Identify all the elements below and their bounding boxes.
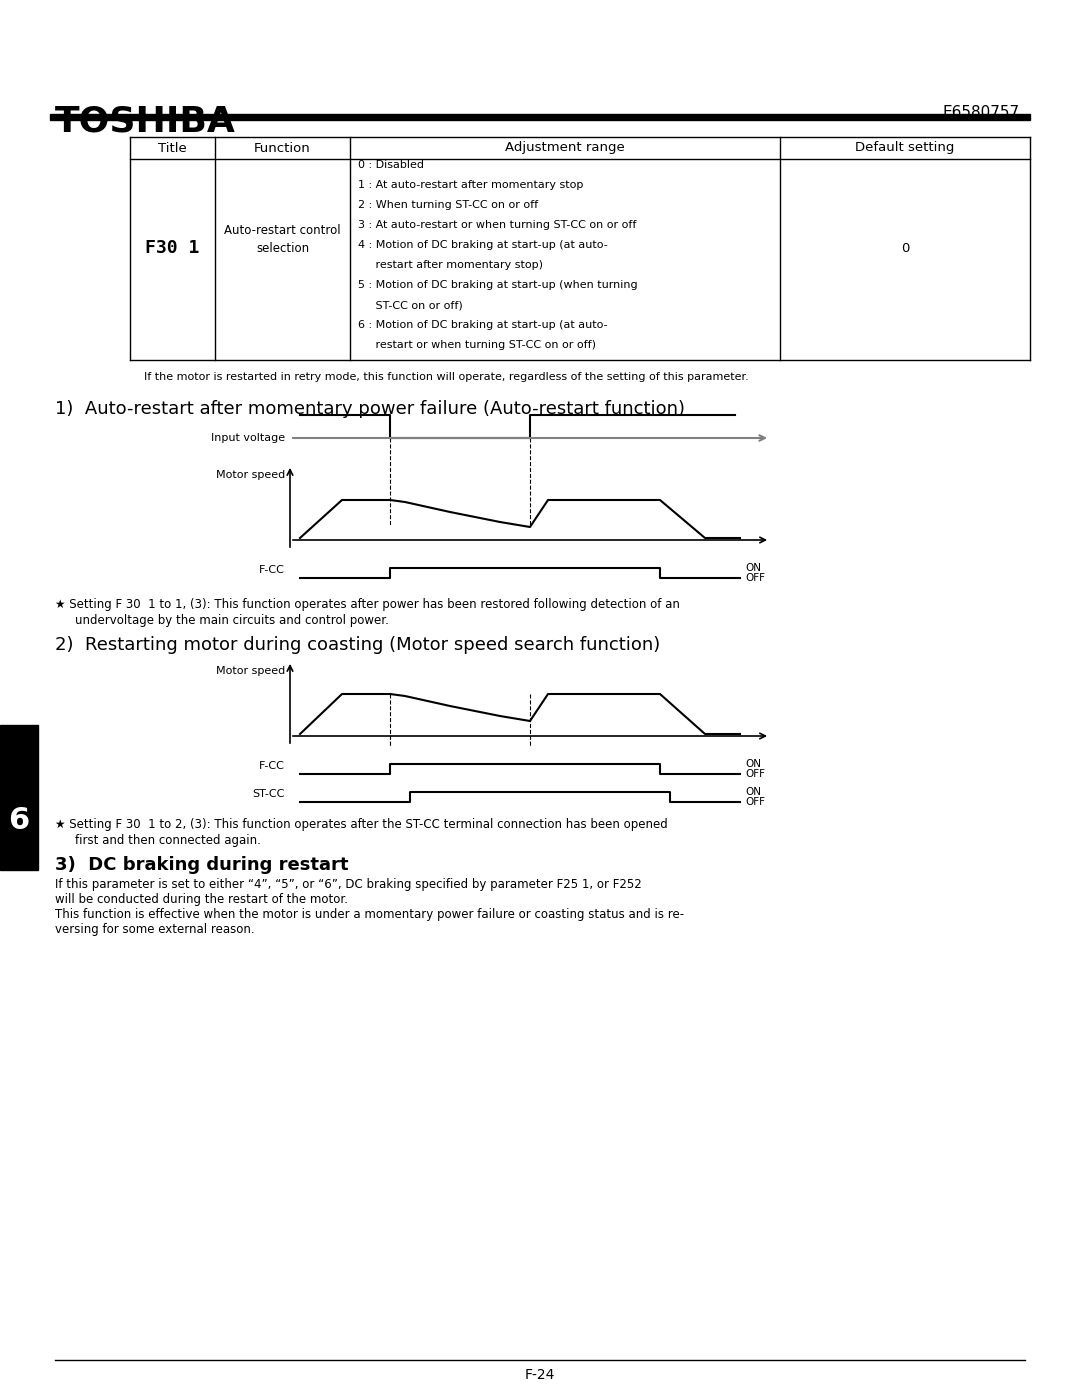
Text: Auto-restart control
selection: Auto-restart control selection bbox=[225, 225, 341, 256]
Text: Adjustment range: Adjustment range bbox=[505, 141, 625, 155]
Text: Title: Title bbox=[158, 141, 187, 155]
Text: Input voltage: Input voltage bbox=[211, 433, 285, 443]
Text: 2)  Restarting motor during coasting (Motor speed search function): 2) Restarting motor during coasting (Mot… bbox=[55, 636, 660, 654]
Text: ★ Setting F 30  1 to 1, (3): This function operates after power has been restore: ★ Setting F 30 1 to 1, (3): This functio… bbox=[55, 598, 680, 610]
Text: Function: Function bbox=[254, 141, 311, 155]
Text: This function is effective when the motor is under a momentary power failure or : This function is effective when the moto… bbox=[55, 908, 684, 921]
Text: 6 : Motion of DC braking at start-up (at auto-: 6 : Motion of DC braking at start-up (at… bbox=[357, 320, 608, 330]
Text: Motor speed: Motor speed bbox=[216, 469, 285, 481]
Text: 0: 0 bbox=[901, 242, 909, 254]
Text: OFF: OFF bbox=[745, 573, 765, 583]
Text: restart after momentary stop): restart after momentary stop) bbox=[357, 260, 543, 270]
Text: undervoltage by the main circuits and control power.: undervoltage by the main circuits and co… bbox=[75, 615, 389, 627]
Text: 4 : Motion of DC braking at start-up (at auto-: 4 : Motion of DC braking at start-up (at… bbox=[357, 240, 608, 250]
Bar bbox=[0, 725, 38, 870]
Text: ON: ON bbox=[745, 759, 761, 768]
Text: ON: ON bbox=[745, 563, 761, 573]
Text: OFF: OFF bbox=[745, 768, 765, 780]
Text: 5 : Motion of DC braking at start-up (when turning: 5 : Motion of DC braking at start-up (wh… bbox=[357, 279, 637, 291]
Text: F-24: F-24 bbox=[525, 1368, 555, 1382]
Text: If the motor is restarted in retry mode, this function will operate, regardless : If the motor is restarted in retry mode,… bbox=[130, 372, 748, 381]
Text: F-CC: F-CC bbox=[259, 564, 285, 576]
Text: will be conducted during the restart of the motor.: will be conducted during the restart of … bbox=[55, 893, 348, 907]
Text: versing for some external reason.: versing for some external reason. bbox=[55, 923, 255, 936]
Text: ST-CC: ST-CC bbox=[253, 789, 285, 799]
Text: F-CC: F-CC bbox=[259, 761, 285, 771]
Text: ST-CC on or off): ST-CC on or off) bbox=[357, 300, 462, 310]
Text: If this parameter is set to either “4”, “5”, or “6”, DC braking specified by par: If this parameter is set to either “4”, … bbox=[55, 877, 642, 891]
Text: E6580757: E6580757 bbox=[943, 105, 1020, 120]
Text: 0 : Disabled: 0 : Disabled bbox=[357, 161, 424, 170]
Text: OFF: OFF bbox=[745, 798, 765, 807]
Text: Default setting: Default setting bbox=[855, 141, 955, 155]
Text: ON: ON bbox=[745, 787, 761, 798]
Text: 1)  Auto-restart after momentary power failure (Auto-restart function): 1) Auto-restart after momentary power fa… bbox=[55, 400, 685, 418]
Text: TOSHIBA: TOSHIBA bbox=[55, 105, 235, 138]
Text: 1 : At auto-restart after momentary stop: 1 : At auto-restart after momentary stop bbox=[357, 180, 583, 190]
Text: ★ Setting F 30  1 to 2, (3): This function operates after the ST-CC terminal con: ★ Setting F 30 1 to 2, (3): This functio… bbox=[55, 819, 667, 831]
Text: 3 : At auto-restart or when turning ST-CC on or off: 3 : At auto-restart or when turning ST-C… bbox=[357, 219, 636, 231]
Bar bbox=[50, 115, 1030, 120]
Text: F30 1: F30 1 bbox=[146, 239, 200, 257]
Text: 2 : When turning ST-CC on or off: 2 : When turning ST-CC on or off bbox=[357, 200, 538, 210]
Text: 6: 6 bbox=[9, 806, 29, 835]
Text: 3)  DC braking during restart: 3) DC braking during restart bbox=[55, 856, 349, 875]
Text: first and then connected again.: first and then connected again. bbox=[75, 834, 261, 847]
Text: restart or when turning ST-CC on or off): restart or when turning ST-CC on or off) bbox=[357, 339, 596, 351]
Text: Motor speed: Motor speed bbox=[216, 666, 285, 676]
